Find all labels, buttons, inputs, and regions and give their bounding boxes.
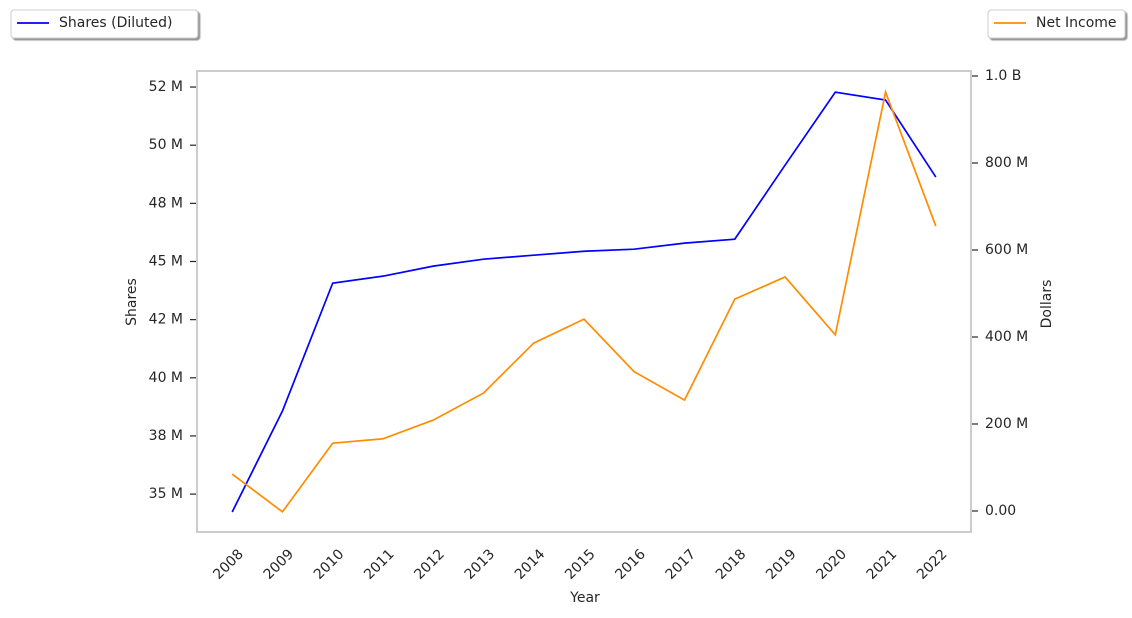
y-tick-label: 35 M xyxy=(149,486,183,502)
x-tick-label: 2018 xyxy=(713,546,750,583)
x-tick-label: 2010 xyxy=(311,546,348,583)
x-tick-label: 2008 xyxy=(210,546,247,583)
y-tick-label: 50 M xyxy=(149,137,183,153)
y2-tick-label: 600 M xyxy=(985,242,1028,258)
legend: Shares (Diluted) xyxy=(10,9,199,39)
x-tick-label: 2014 xyxy=(512,546,549,583)
x-tick-label: 2012 xyxy=(411,546,448,583)
x-tick-label: 2021 xyxy=(864,546,901,583)
series-line xyxy=(231,89,937,514)
legend: Net Income xyxy=(987,9,1126,39)
y-tick-label: 42 M xyxy=(149,312,183,328)
y2-tick-label: 1.0 B xyxy=(985,68,1021,84)
x-axis-label: Year xyxy=(569,590,600,606)
x-tick-label: 2015 xyxy=(562,546,599,583)
x-tick-label: 2022 xyxy=(914,546,951,583)
y-tick-label: 45 M xyxy=(149,253,183,269)
legend-label: Shares (Diluted) xyxy=(59,15,173,31)
y-axis-label: Shares xyxy=(124,278,140,326)
legend-label: Net Income xyxy=(1036,15,1117,31)
y-tick-label: 48 M xyxy=(149,195,183,211)
x-tick-label: 2017 xyxy=(663,546,700,583)
y-tick-label: 52 M xyxy=(149,79,183,95)
y2-tick-label: 0.00 xyxy=(985,503,1016,519)
y2-tick-label: 400 M xyxy=(985,329,1028,345)
x-tick-label: 2009 xyxy=(261,546,298,583)
legend-box xyxy=(10,9,199,39)
legend-box xyxy=(987,9,1126,39)
x-tick-label: 2019 xyxy=(763,546,800,583)
plot-frame xyxy=(196,70,972,533)
series-line xyxy=(231,91,937,513)
y2-tick-label: 200 M xyxy=(985,416,1028,432)
x-tick-label: 2011 xyxy=(361,546,398,583)
y-tick-label: 40 M xyxy=(149,370,183,386)
y-tick-label: 38 M xyxy=(149,428,183,444)
y2-axis-label: Dollars xyxy=(1039,280,1055,329)
x-tick-label: 2016 xyxy=(612,546,649,583)
y2-tick-label: 800 M xyxy=(985,155,1028,171)
x-tick-label: 2020 xyxy=(813,546,850,583)
x-tick-label: 2013 xyxy=(462,546,499,583)
